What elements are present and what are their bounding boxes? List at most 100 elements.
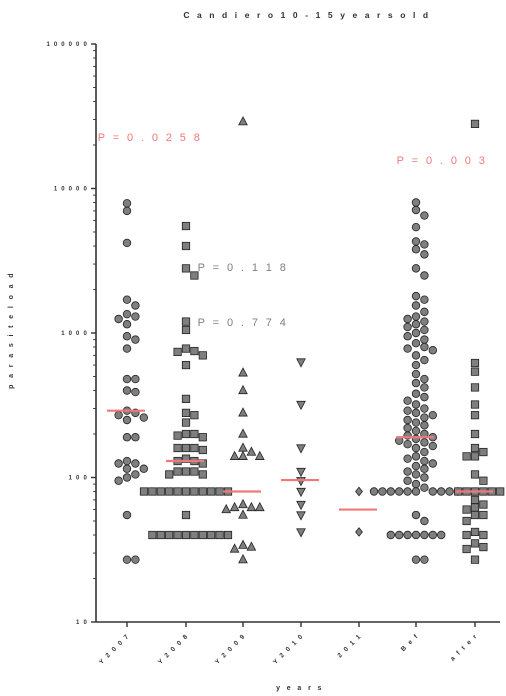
median-lines	[107, 409, 493, 511]
data-point-square	[198, 487, 207, 496]
data-point-square	[173, 487, 182, 496]
data-point-circle	[122, 386, 132, 395]
data-point-circle	[403, 530, 412, 540]
data-point-triangle-up	[238, 367, 248, 377]
data-point-circle	[378, 487, 387, 496]
x-tick-label: a f t e r	[449, 632, 479, 662]
data-point-circle	[395, 487, 404, 496]
data-point-square	[479, 476, 488, 485]
data-point-square	[462, 544, 471, 554]
p-value-label: P = 0 . 0 2 5 8	[98, 132, 203, 144]
data-point-square	[223, 530, 233, 540]
data-point-circle	[131, 433, 140, 442]
data-point-circle	[437, 530, 446, 540]
data-point-circle	[411, 418, 421, 427]
data-point-square	[470, 527, 480, 537]
data-point-circle	[420, 250, 429, 259]
data-point-square	[181, 344, 191, 353]
data-point-circle	[122, 473, 132, 482]
data-point-diamond	[355, 486, 363, 497]
data-point-circle	[420, 447, 429, 457]
data-point-square	[181, 443, 191, 453]
data-point-square	[181, 454, 191, 463]
data-point-circle	[411, 301, 421, 310]
data-point-circle	[411, 479, 421, 489]
data-point-circle	[420, 530, 429, 540]
data-point-circle	[411, 264, 421, 273]
data-point-square	[181, 418, 191, 427]
data-point-circle	[411, 452, 421, 461]
data-point-square	[148, 530, 157, 540]
data-point-square	[190, 467, 199, 476]
data-point-circle	[420, 374, 429, 384]
data-point-circle	[411, 351, 421, 360]
data-point-triangle-up	[238, 450, 248, 460]
data-point-triangle-down	[296, 487, 306, 498]
data-point-circle	[131, 301, 140, 310]
data-point-square	[190, 443, 199, 453]
data-point-square	[198, 459, 207, 468]
data-point-triangle-up	[238, 498, 248, 509]
data-point-circle	[411, 312, 421, 321]
data-point-square	[173, 347, 182, 356]
data-point-triangle-up	[238, 539, 248, 549]
data-point-square	[190, 487, 199, 496]
data-point-circle	[420, 392, 429, 402]
data-point-square	[470, 358, 480, 368]
data-point-triangle-down	[296, 511, 306, 521]
data-point-square	[479, 510, 488, 520]
data-point-circle	[122, 344, 132, 353]
data-point-triangle-up	[246, 541, 257, 551]
data-point-circle	[403, 454, 412, 463]
data-point-square	[173, 443, 182, 453]
data-point-square	[181, 487, 191, 496]
data-point-triangle-up	[238, 509, 248, 519]
data-point-circle	[411, 389, 421, 398]
data-point-circle	[411, 222, 421, 232]
data-point-square	[198, 445, 207, 455]
data-point-circle	[411, 320, 421, 329]
data-point-circle	[114, 314, 123, 324]
data-point-circle	[411, 360, 421, 370]
data-point-square	[470, 367, 480, 376]
data-point-circle	[131, 387, 140, 397]
data-point-triangle-up	[238, 442, 248, 452]
data-point-square	[181, 360, 191, 370]
data-point-circle	[131, 459, 140, 468]
data-point-circle	[403, 487, 412, 496]
data-point-triangle-up	[246, 446, 257, 456]
data-point-circle	[420, 383, 429, 392]
x-axis-label: y e a r s	[276, 685, 324, 692]
data-point-circle	[411, 205, 421, 215]
y-tick-label: 1 0 0 0 0 0	[46, 42, 88, 48]
data-point-square	[173, 431, 182, 440]
data-point-square	[479, 447, 488, 457]
data-point-square	[181, 317, 191, 326]
data-point-circle	[411, 400, 421, 409]
data-point-circle	[411, 443, 421, 453]
data-point-circle	[411, 461, 421, 471]
data-point-circle	[420, 295, 429, 304]
data-point-circle	[131, 312, 140, 321]
data-point-circle	[403, 332, 412, 341]
data-point-triangle-down	[296, 400, 306, 411]
data-point-circle	[411, 510, 421, 520]
data-point-square	[470, 411, 480, 420]
data-point-circle	[122, 199, 132, 208]
data-point-circle	[131, 470, 140, 479]
data-point-square	[470, 452, 480, 461]
data-point-square	[479, 500, 488, 509]
data-point-circle	[420, 421, 429, 430]
data-point-circle	[403, 406, 412, 415]
data-point-square	[470, 555, 480, 564]
y-tick-label: 1 0 0	[69, 476, 88, 482]
data-point-square	[470, 429, 480, 439]
data-point-triangle-up	[221, 503, 232, 514]
data-points	[114, 116, 505, 564]
data-point-square	[139, 487, 149, 496]
data-point-square	[181, 408, 191, 417]
data-point-circle	[131, 374, 140, 384]
data-point-circle	[403, 322, 412, 332]
data-point-square	[479, 530, 488, 540]
